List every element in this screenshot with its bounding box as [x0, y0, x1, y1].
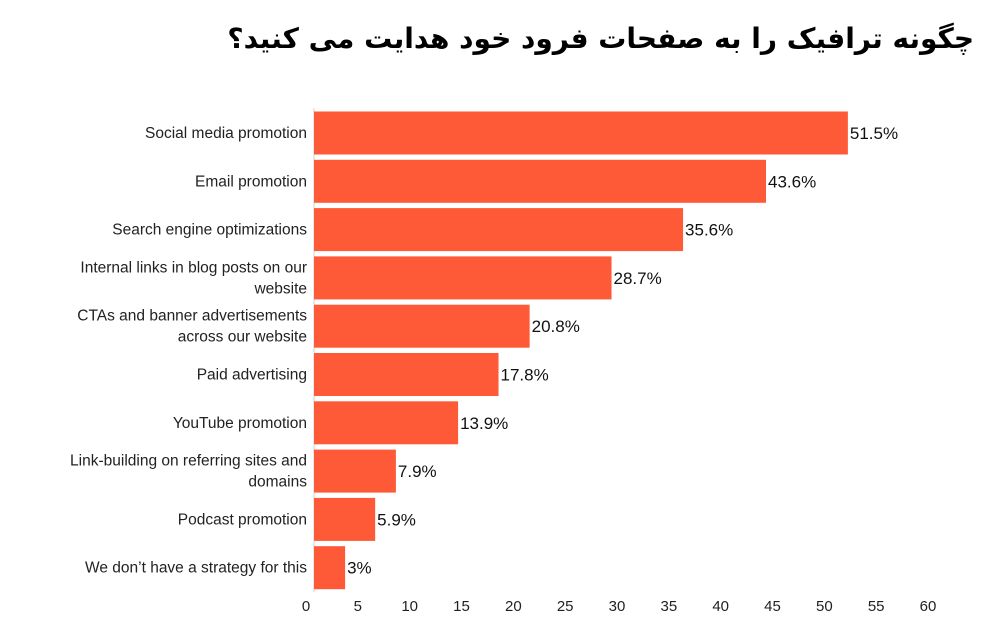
category-label: Link-building on referring sites and: [70, 453, 307, 470]
category-label: Social media promotion: [145, 125, 307, 142]
category-label: domains: [248, 474, 307, 491]
data-label: 5.9%: [377, 510, 416, 529]
bar: [314, 449, 396, 493]
x-tick-label: 20: [505, 598, 522, 615]
bar: [314, 546, 346, 590]
x-tick-label: 40: [712, 598, 729, 615]
data-label: 17.8%: [501, 366, 549, 385]
x-tick-label: 15: [453, 598, 470, 615]
x-tick-label: 30: [609, 598, 626, 615]
data-label: 28.7%: [614, 269, 662, 288]
x-tick-label: 60: [920, 598, 937, 615]
category-label: We don’t have a strategy for this: [85, 560, 307, 577]
category-label: Internal links in blog posts on our: [80, 259, 307, 276]
value-labels: 51.5% 43.6% 35.6% 28.7% 20.8% 17.8% 13.9% 7.9% 5…: [347, 124, 898, 578]
data-label: 20.8%: [532, 317, 580, 336]
bar: [314, 353, 499, 396]
bar: [314, 401, 459, 445]
x-tick-label: 55: [868, 598, 885, 615]
bar: [314, 497, 376, 541]
x-tick-label: 10: [401, 598, 418, 615]
x-tick-label: 25: [557, 598, 574, 615]
category-label: Search engine optimizations: [112, 222, 307, 239]
category-label: YouTube promotion: [173, 415, 307, 432]
x-axis-ticks: 0 5 10 15 20 25 30 35 40 45 50 55 60: [302, 598, 937, 615]
category-label: Email promotion: [195, 173, 307, 190]
bar: [314, 304, 530, 348]
x-tick-label: 35: [660, 598, 677, 615]
data-label: 35.6%: [685, 221, 733, 240]
category-label: across our website: [178, 329, 307, 346]
bar: [314, 256, 612, 300]
data-label: 43.6%: [768, 172, 816, 191]
bars-group: [314, 111, 848, 590]
bar: [314, 111, 848, 155]
bar: [314, 208, 684, 252]
data-label: 3%: [347, 559, 372, 578]
bar: [314, 159, 766, 203]
category-labels: Social media promotion Email promotion Sea…: [70, 125, 307, 577]
data-label: 51.5%: [850, 124, 898, 143]
category-label: Paid advertising: [197, 367, 307, 384]
x-tick-label: 45: [764, 598, 781, 615]
category-label: CTAs and banner advertisements: [77, 308, 307, 325]
x-tick-label: 50: [816, 598, 833, 615]
data-label: 7.9%: [398, 462, 437, 481]
chart-title: چگونه ترافیک را به صفحات فرود خود هدایت …: [227, 22, 974, 55]
x-tick-label: 0: [302, 598, 310, 615]
category-label: website: [253, 280, 307, 297]
data-label: 13.9%: [460, 414, 508, 433]
x-tick-label: 5: [354, 598, 362, 615]
category-label: Podcast promotion: [178, 511, 307, 528]
